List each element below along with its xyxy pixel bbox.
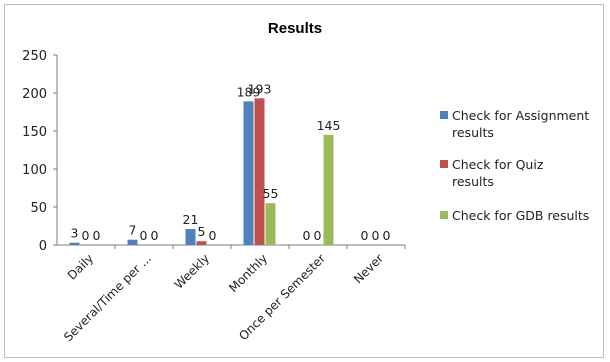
data-label: 0 bbox=[372, 228, 380, 243]
legend-swatch bbox=[440, 160, 448, 168]
data-label: 0 bbox=[82, 228, 90, 243]
data-label: 0 bbox=[209, 228, 217, 243]
data-label: 5 bbox=[198, 224, 206, 239]
x-tick-label: Monthly bbox=[226, 251, 270, 295]
chart-frame bbox=[4, 4, 604, 358]
bar bbox=[243, 101, 254, 245]
bar bbox=[196, 241, 207, 245]
bar bbox=[127, 239, 138, 245]
y-tick-label: 200 bbox=[22, 87, 47, 102]
y-tick-label: 250 bbox=[22, 49, 47, 64]
bar bbox=[69, 242, 80, 245]
chart-legend: Check for Assignment results Check for Qui… bbox=[440, 108, 589, 223]
x-tick-label: Daily bbox=[65, 251, 96, 282]
bar bbox=[185, 229, 196, 245]
legend-label: Check for Assignment results bbox=[452, 108, 589, 140]
chart-bars bbox=[69, 98, 334, 245]
bar bbox=[265, 203, 276, 245]
bar bbox=[254, 98, 265, 245]
x-tick-label: Weekly bbox=[172, 251, 213, 292]
data-label: 0 bbox=[361, 228, 369, 243]
legend-swatch bbox=[440, 211, 448, 219]
data-label: 7 bbox=[129, 223, 137, 238]
legend-label: Check for GDB results bbox=[452, 208, 589, 223]
data-label: 0 bbox=[93, 228, 101, 243]
data-label: 55 bbox=[263, 186, 279, 201]
y-tick-label: 50 bbox=[30, 201, 47, 216]
data-label: 3 bbox=[71, 226, 79, 241]
data-label: 189 bbox=[237, 84, 261, 99]
y-tick-label: 100 bbox=[22, 163, 47, 178]
data-label: 145 bbox=[317, 118, 341, 133]
data-label: 0 bbox=[314, 228, 322, 243]
data-label: 0 bbox=[140, 228, 148, 243]
chart-title: Results bbox=[268, 20, 322, 37]
legend-swatch bbox=[440, 111, 448, 119]
x-tick-label: Never bbox=[351, 251, 386, 286]
data-label: 193 bbox=[248, 81, 272, 96]
data-label: 0 bbox=[303, 228, 311, 243]
data-label: 21 bbox=[183, 212, 199, 227]
data-label: 0 bbox=[383, 228, 391, 243]
y-tick-label: 0 bbox=[39, 239, 47, 254]
data-label: 0 bbox=[151, 228, 159, 243]
legend-label: Check for Quiz results bbox=[452, 157, 544, 189]
y-tick-label: 150 bbox=[22, 125, 47, 140]
bar bbox=[323, 134, 334, 245]
